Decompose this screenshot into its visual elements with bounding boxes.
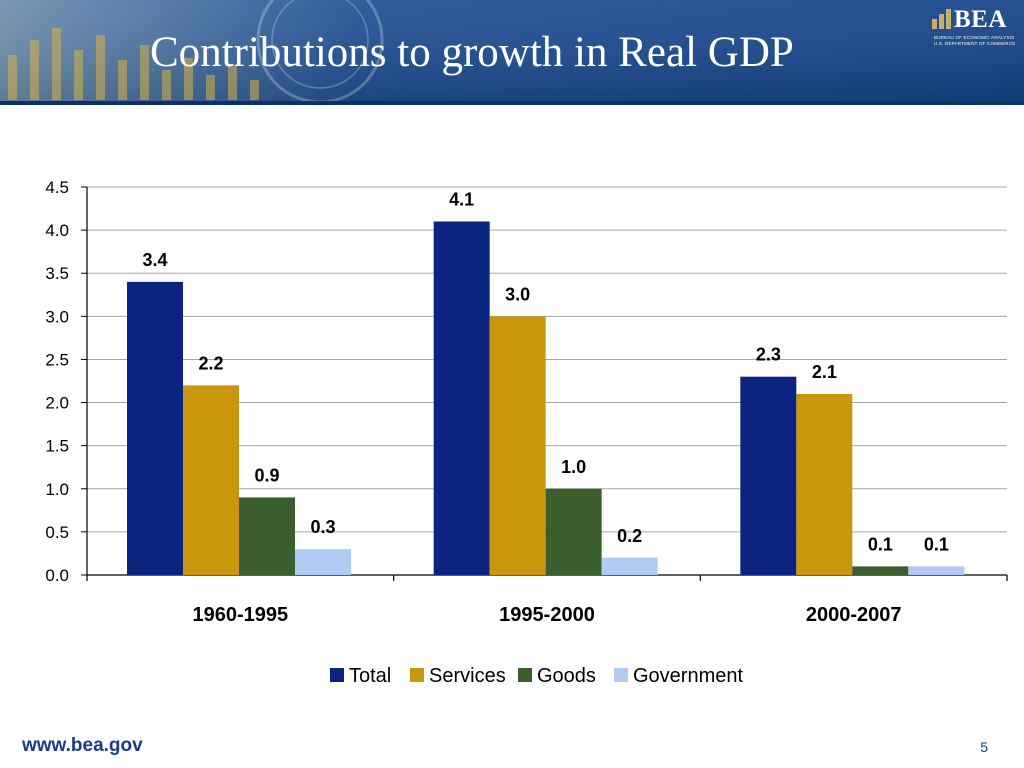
banner-background [0, 0, 1024, 105]
legend-label-services: Services [429, 665, 506, 687]
data-label: 3.4 [142, 250, 167, 270]
data-label: 1.0 [561, 457, 586, 477]
banner-bar-graphic [8, 28, 259, 100]
data-label: 0.3 [310, 517, 335, 537]
bar-government-2000-2007 [908, 566, 965, 575]
y-tick-label: 4.0 [45, 221, 69, 240]
x-category-label: 1960-1995 [193, 604, 289, 626]
bar-government-1960-1995 [295, 549, 351, 575]
bea-logo: BEA BUREAU OF ECONOMIC ANALYSIS U.S. DEP… [932, 6, 1020, 56]
y-tick-label: 3.0 [45, 307, 69, 326]
data-label: 2.1 [812, 362, 837, 382]
footer-url-link[interactable]: www.bea.gov [22, 735, 143, 756]
bar-total-1960-1995 [127, 281, 183, 575]
data-label: 2.2 [198, 353, 223, 373]
legend-swatch-services [410, 668, 424, 682]
page-number: 5 [980, 739, 988, 755]
legend-swatch-total [330, 668, 344, 682]
data-label: 2.3 [756, 345, 781, 365]
slide-title: Contributions to growth in Real GDP [150, 29, 794, 76]
legend-label-total: Total [349, 665, 391, 687]
data-label: 0.1 [924, 534, 949, 554]
bea-logo-text: BEA [954, 6, 1007, 33]
y-tick-label: 2.0 [45, 394, 69, 413]
data-label: 3.0 [505, 284, 530, 304]
bea-logo-subtitle-2: U.S. DEPARTMENT OF COMMERCE [934, 41, 1016, 46]
bar-government-1995-2000 [601, 557, 658, 575]
bar-total-1995-2000 [433, 221, 490, 575]
bea-logo-mark [932, 9, 951, 29]
bar-goods-1960-1995 [239, 497, 295, 575]
bar-services-2000-2007 [796, 393, 853, 575]
y-tick-label: 3.5 [45, 264, 69, 283]
y-tick-label: 1.0 [45, 480, 69, 499]
y-tick-label: 2.5 [45, 350, 69, 369]
y-tick-label: 1.5 [45, 437, 69, 456]
bar-services-1995-2000 [489, 316, 546, 575]
data-label: 0.1 [868, 534, 893, 554]
y-tick-label: 0.0 [45, 566, 69, 585]
bar-goods-2000-2007 [852, 566, 909, 575]
legend-label-government: Government [633, 665, 743, 687]
y-tick-label: 4.5 [45, 178, 69, 197]
y-tick-label: 0.5 [45, 523, 69, 542]
data-label: 4.1 [449, 189, 474, 209]
legend-swatch-goods [518, 668, 532, 682]
bar-goods-1995-2000 [545, 488, 602, 575]
bea-logo-subtitle: BUREAU OF ECONOMIC ANALYSIS [934, 35, 1015, 40]
legend-swatch-government [614, 668, 628, 682]
data-label: 0.9 [254, 465, 279, 485]
title-banner [0, 0, 1024, 105]
x-category-label: 2000-2007 [806, 604, 902, 626]
bar-services-1960-1995 [183, 385, 239, 575]
legend-label-goods: Goods [537, 665, 596, 687]
data-label: 0.2 [617, 526, 642, 546]
bar-total-2000-2007 [740, 376, 797, 575]
x-category-label: 1995-2000 [499, 604, 595, 626]
